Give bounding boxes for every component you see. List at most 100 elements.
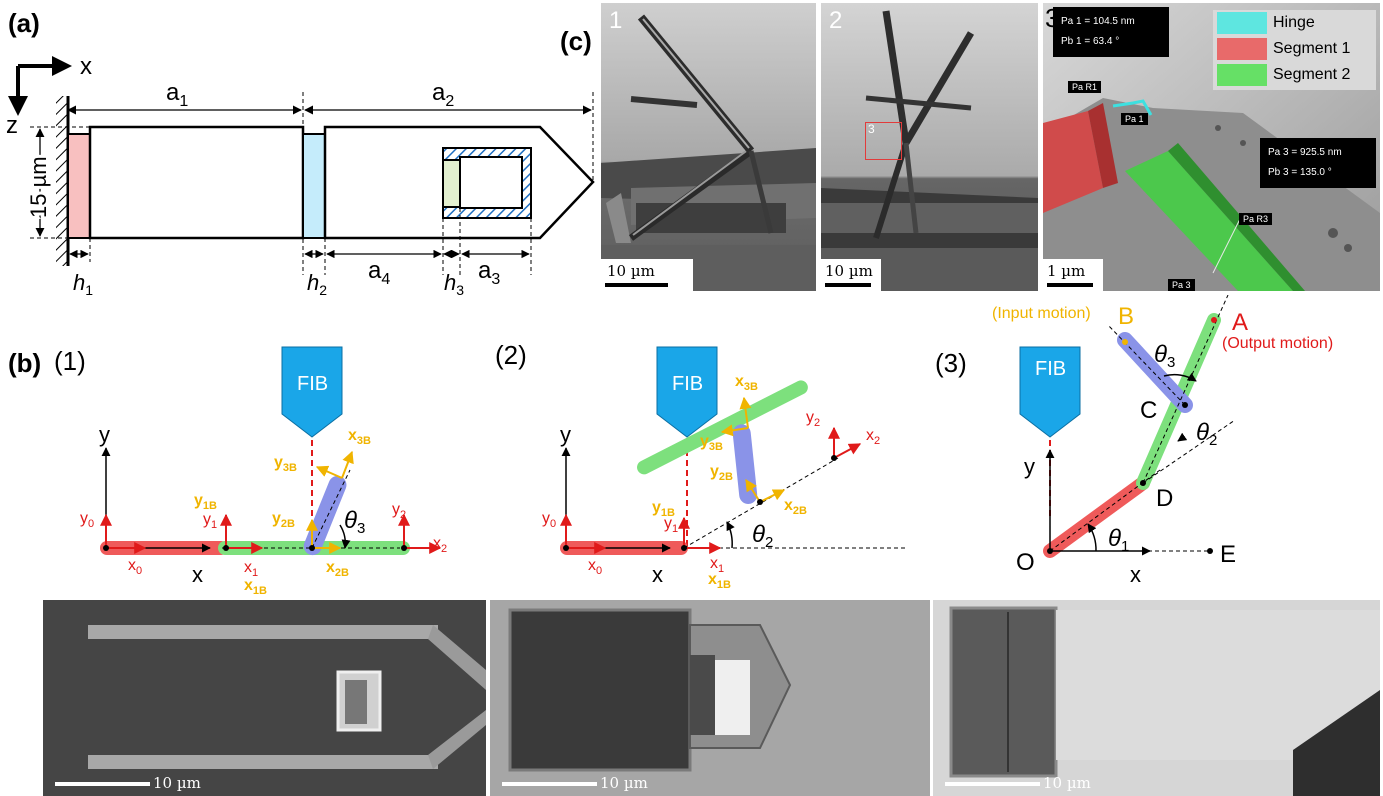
svg-text:θ2: θ2 <box>752 521 773 551</box>
diagram-b2: FIB y x y0 x0 y1 x1 y1B x1B y2 x2 x2B y2… <box>542 346 905 591</box>
x-axis-label: x <box>80 53 92 80</box>
thickness-label: 15 µm <box>26 156 51 218</box>
svg-text:y3B: y3B <box>700 433 723 453</box>
sem-image-2: 2 3 10 µm <box>821 3 1038 291</box>
scalebar-c2 <box>825 283 871 287</box>
svg-text:(Output motion): (Output motion) <box>1222 335 1333 352</box>
svg-text:y1B: y1B <box>652 499 675 519</box>
svg-text:y3B: y3B <box>274 454 297 474</box>
svg-text:h3: h3 <box>444 270 464 298</box>
svg-text:y2B: y2B <box>272 510 295 530</box>
svg-text:y2B: y2B <box>710 463 733 483</box>
inset-marker-box <box>865 122 902 160</box>
panel-a-diagram: x z a1 a2 15 µm h1 h2 a4 h3 a3 <box>6 53 595 298</box>
svg-text:x: x <box>192 562 203 587</box>
svg-text:x1B: x1B <box>244 577 267 595</box>
sem-bottom-3: 10 µm <box>933 600 1380 796</box>
svg-text:a4: a4 <box>368 257 390 288</box>
svg-text:x2B: x2B <box>784 497 807 517</box>
svg-text:h1: h1 <box>73 270 93 298</box>
axes-xz: x z <box>6 53 92 139</box>
scalebar-b3-label: 10 µm <box>1043 774 1091 792</box>
svg-text:y1B: y1B <box>194 492 217 512</box>
svg-text:x1B: x1B <box>708 571 731 591</box>
svg-text:x2: x2 <box>866 427 880 447</box>
sem-image-1: 1 10 µm <box>601 3 816 291</box>
scalebar-c1-label: 10 µm <box>607 262 655 280</box>
scalebar-b1 <box>55 782 150 786</box>
svg-text:O: O <box>1016 549 1035 576</box>
svg-text:y0: y0 <box>80 510 94 530</box>
scalebar-b1-label: 10 µm <box>153 774 201 792</box>
scalebar-c3 <box>1047 283 1093 287</box>
a3-label: a <box>478 257 492 284</box>
tag-pa-r3: Pa R3 <box>1239 213 1273 225</box>
hinge-1 <box>67 133 91 239</box>
legend-swatch <box>1217 12 1267 34</box>
h3-label: h <box>444 270 456 295</box>
svg-text:θ3: θ3 <box>344 507 365 537</box>
svg-text:x0: x0 <box>588 557 602 577</box>
svg-text:x2: x2 <box>433 535 447 555</box>
svg-text:θ2: θ2 <box>1196 419 1217 449</box>
h1-label: h <box>73 270 85 295</box>
svg-text:a2: a2 <box>432 79 454 110</box>
hinge-2 <box>302 133 326 239</box>
panel-a-label: (a) <box>8 8 40 38</box>
panel-b2-label: (2) <box>495 340 527 370</box>
panel-b-label: (b) <box>8 348 42 378</box>
svg-text:a3: a3 <box>478 257 500 288</box>
panel-b-diagrams: FIB y x y0 x0 y1 x1 y1B x1B y2 x2 y2B x2… <box>80 295 1333 595</box>
a4-label: a <box>368 257 382 284</box>
scalebar-c2-label: 10 µm <box>825 262 873 280</box>
wall-hatch <box>56 96 68 266</box>
legend-item-segment-2: Segment 2 <box>1217 64 1350 86</box>
scalebar-b2 <box>502 782 597 786</box>
svg-text:y2: y2 <box>806 409 820 429</box>
fib-b2 <box>656 346 718 438</box>
svg-text:x: x <box>652 562 663 587</box>
a1-label: a <box>166 79 180 106</box>
svg-text:y1: y1 <box>203 511 217 531</box>
tag-pa-r1: Pa R1 <box>1068 81 1102 93</box>
svg-text:FIB: FIB <box>297 373 328 395</box>
svg-text:FIB: FIB <box>1035 358 1066 380</box>
svg-text:(Input motion): (Input motion) <box>992 305 1091 322</box>
svg-text:a1: a1 <box>166 79 188 110</box>
svg-text:y2: y2 <box>392 501 406 521</box>
hinge-3 <box>442 159 461 208</box>
svg-text:B: B <box>1118 303 1134 330</box>
svg-text:x2B: x2B <box>326 559 349 579</box>
svg-text:h2: h2 <box>307 270 327 298</box>
fib-b1 <box>281 346 343 438</box>
svg-text:x1: x1 <box>244 559 258 579</box>
panel-b3-label: (3) <box>935 348 967 378</box>
svg-text:y: y <box>560 422 571 447</box>
tag-pa-1: Pa 1 <box>1121 113 1148 125</box>
svg-text:D: D <box>1156 485 1173 512</box>
a2-label: a <box>432 79 446 106</box>
svg-text:FIB: FIB <box>672 373 703 395</box>
measurement-box-1: Pa 1 = 104.5 nm Pb 1 = 63.4 ° <box>1053 7 1169 57</box>
svg-text:y1: y1 <box>664 515 678 535</box>
tag-pa-3: Pa 3 <box>1168 279 1195 291</box>
legend-item-segment-1: Segment 1 <box>1217 38 1350 60</box>
measurement-box-2: Pa 3 = 925.5 nm Pb 3 = 135.0 ° <box>1260 138 1376 188</box>
panel-c-label: (c) <box>560 26 592 56</box>
sem-image-2-number: 2 <box>829 7 843 34</box>
scalebar-b2-label: 10 µm <box>600 774 648 792</box>
z-axis-label: z <box>6 112 18 139</box>
svg-text:x3B: x3B <box>348 427 371 447</box>
diagram-b3: FIB y x O D C E A B (Input motion) (Outp… <box>992 295 1333 587</box>
svg-text:θ1: θ1 <box>1108 525 1129 555</box>
hinge-marker <box>1112 99 1153 116</box>
segment-1-beam <box>88 125 305 240</box>
diagram-b1: FIB y x y0 x0 y1 x1 y1B x1B y2 x2 y2B x2… <box>80 346 447 595</box>
svg-text:y: y <box>99 422 110 447</box>
legend-item-hinge: Hinge <box>1217 12 1315 34</box>
svg-text:C: C <box>1140 397 1157 424</box>
scalebar-b3 <box>945 782 1040 786</box>
svg-text:y0: y0 <box>542 510 556 530</box>
svg-text:x: x <box>1130 562 1141 587</box>
h2-label: h <box>307 270 319 295</box>
